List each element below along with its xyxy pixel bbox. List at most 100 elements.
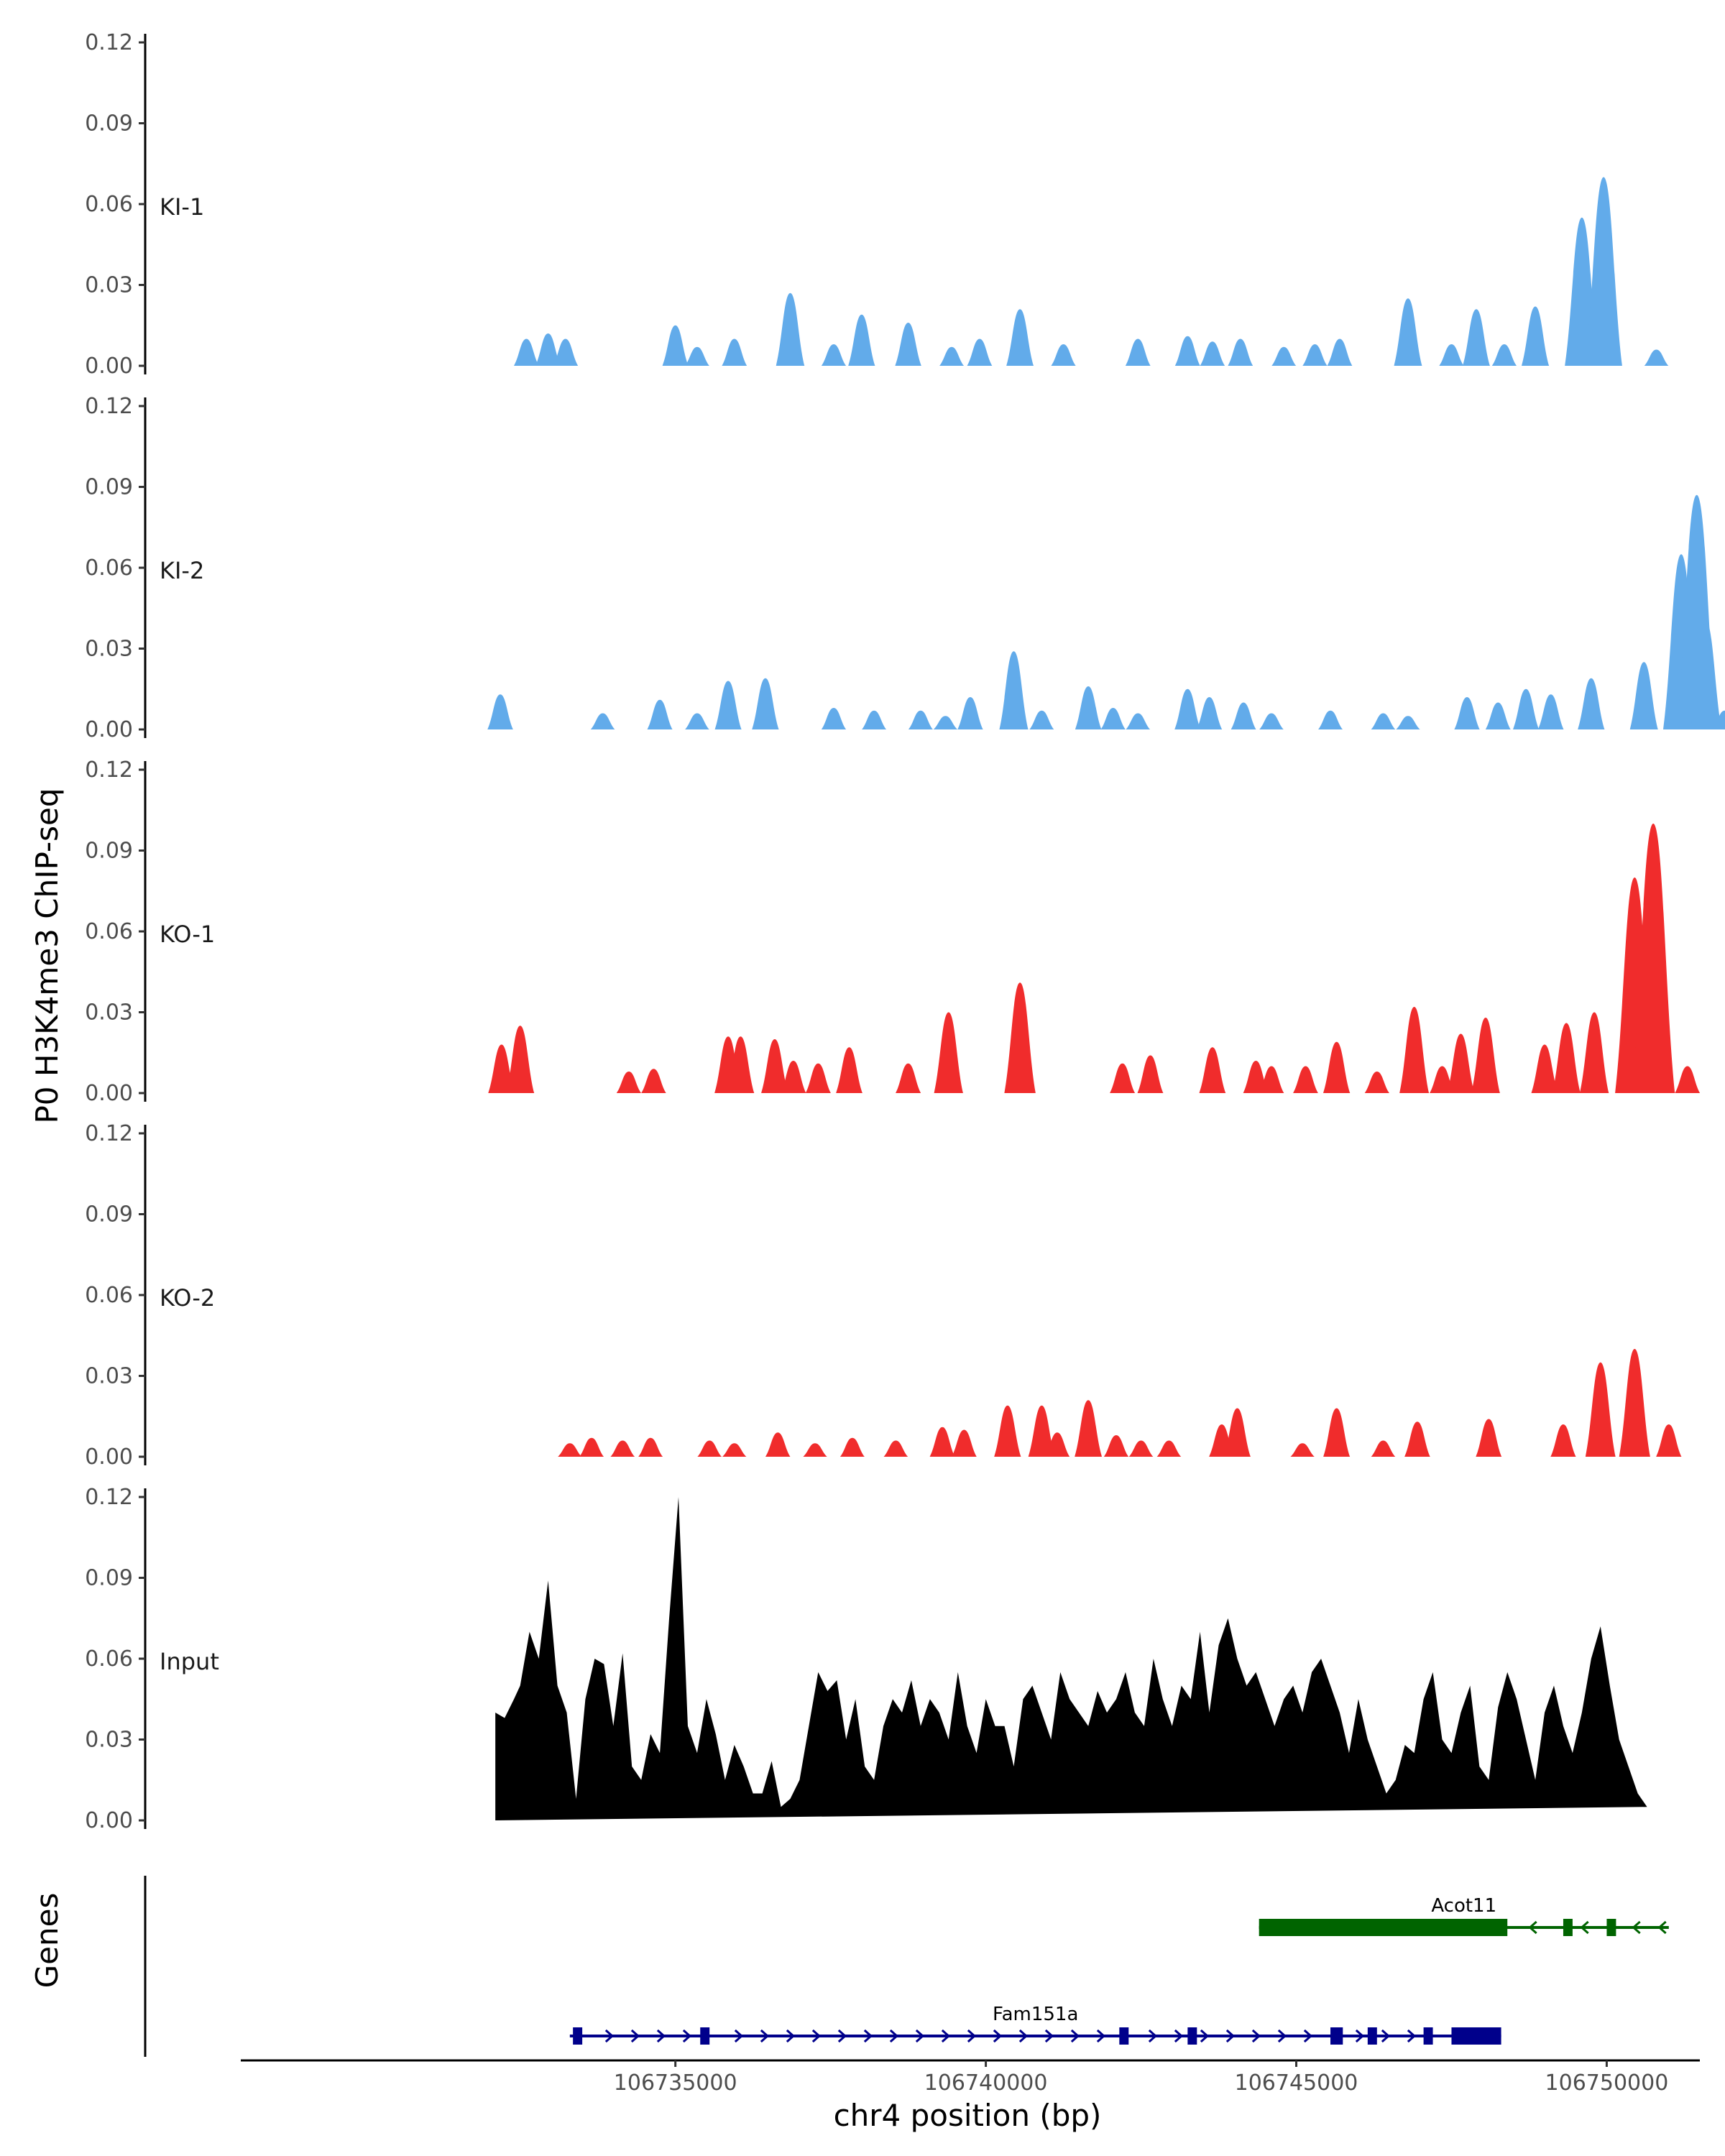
strand-chevron: [1096, 2029, 1106, 2043]
signal-peak: [805, 1063, 831, 1093]
y-tick-label: 0.03: [85, 637, 133, 662]
signal-peak: [1522, 306, 1550, 366]
strand-chevron: [1407, 2029, 1417, 2043]
signal-peak: [1578, 678, 1605, 729]
strand-chevron: [915, 2029, 925, 2043]
signal-peak: [1302, 344, 1328, 366]
gene-fam151a: Fam151a: [569, 2004, 1501, 2045]
signal-peak: [1137, 1055, 1164, 1093]
signal-peak: [638, 1437, 663, 1457]
strand-chevron: [1381, 2029, 1391, 2043]
strand-chevron: [1044, 2029, 1054, 2043]
strand-chevron: [993, 2029, 1003, 2043]
signal-peak: [1585, 177, 1622, 366]
signal-peak: [929, 1427, 955, 1457]
signal-peak: [535, 333, 561, 366]
signal-peak: [1004, 982, 1036, 1093]
y-tick-label: 0.09: [85, 111, 133, 137]
signal-peak: [590, 713, 615, 729]
signal-peak: [1259, 713, 1284, 729]
signal-peak: [1006, 309, 1034, 366]
signal-peak: [1371, 713, 1396, 729]
signal-peak: [1199, 1047, 1226, 1093]
signal-peak: [999, 651, 1029, 729]
y-tick-label: 0.06: [85, 1646, 133, 1672]
signal-peak: [1200, 341, 1225, 366]
signal-peak: [1290, 1443, 1315, 1457]
signal-peak: [821, 708, 847, 729]
y-tick-label: 0.12: [85, 30, 133, 55]
signal-peak: [1223, 1408, 1251, 1457]
track-label: Input: [160, 1648, 219, 1675]
signal-peak: [487, 694, 513, 729]
track-ki-2: 0.00 0.03 0.06 0.09 0.12 KI-2: [85, 394, 1725, 742]
strand-chevron: [1528, 1920, 1537, 1935]
gene-exon: [1563, 1919, 1573, 1936]
genes-axis-title: Genes: [29, 1893, 65, 1989]
track-ko-1: 0.00 0.03 0.06 0.09 0.12 KO-1: [85, 757, 1701, 1106]
signal-peak: [934, 1012, 963, 1093]
signal-peak: [1399, 1007, 1430, 1093]
signal-peak: [840, 1437, 865, 1457]
signal-peak: [951, 1429, 977, 1457]
signal-peak: [994, 1405, 1021, 1457]
signal-peak: [1371, 1440, 1396, 1457]
signal-peak: [1513, 688, 1540, 729]
x-axis-title: chr4 position (bp): [834, 2098, 1102, 2133]
strand-chevron: [889, 2029, 899, 2043]
track-label: KI-2: [160, 557, 204, 584]
signal-peak: [776, 292, 805, 366]
strand-chevron: [734, 2029, 744, 2043]
strand-chevron: [1225, 2029, 1236, 2043]
signal-peak: [1447, 1033, 1475, 1093]
signal-peak: [1531, 1044, 1558, 1093]
track-ki-1: 0.00 0.03 0.06 0.09 0.12 KI-1: [85, 30, 1669, 379]
strand-chevron: [1580, 1920, 1589, 1935]
signal-peak: [1537, 694, 1564, 729]
signal-peak: [1471, 1018, 1500, 1093]
signal-peak: [1619, 1349, 1650, 1457]
strand-chevron: [1303, 2029, 1313, 2043]
signal-peak: [939, 346, 965, 366]
strand-chevron: [1632, 1920, 1641, 1935]
signal-peak: [1243, 1061, 1269, 1093]
strand-chevron: [1355, 2029, 1365, 2043]
strand-chevron: [1200, 2029, 1210, 2043]
signal-peak: [579, 1437, 604, 1457]
signal-peak: [1579, 1012, 1609, 1093]
x-tick-label: 106740000: [924, 2070, 1048, 2096]
y-axis-title: P0 H3K4me3 ChIP-seq: [29, 788, 65, 1123]
signal-peak: [967, 338, 993, 366]
gene-exon: [573, 2027, 583, 2045]
strand-chevron: [941, 2029, 951, 2043]
signal-peak: [1271, 346, 1297, 366]
gene-name-label: Fam151a: [993, 2004, 1078, 2025]
signal-peak: [553, 338, 579, 366]
strand-chevron: [682, 2029, 692, 2043]
signal-peak: [1228, 338, 1254, 366]
x-axis: 106735000 106740000 106745000 106750000: [241, 2059, 1700, 2096]
signal-peak: [558, 1443, 582, 1457]
strand-chevron: [1251, 2029, 1261, 2043]
signal-peak: [1128, 1440, 1154, 1457]
signal-peak: [781, 1061, 806, 1093]
y-tick-label: 0.00: [85, 1808, 133, 1833]
signal-peak: [697, 1440, 722, 1457]
strand-chevron: [604, 2029, 615, 2043]
signal-peak: [1174, 336, 1200, 366]
strand-chevron: [1174, 2029, 1184, 2043]
gene-body: [1259, 1919, 1508, 1936]
signal-peak: [1196, 697, 1223, 729]
signal-peak: [1585, 1362, 1616, 1457]
signal-peak: [1125, 338, 1151, 366]
signal-peak: [1476, 1419, 1502, 1457]
y-tick-label: 0.03: [85, 1000, 133, 1026]
y-tick-label: 0.09: [85, 1566, 133, 1591]
y-tick-label: 0.12: [85, 394, 133, 419]
signal-peak: [513, 338, 539, 366]
gene-exon: [1330, 2027, 1343, 2045]
signal-peak: [896, 1063, 921, 1093]
signal-peak: [1327, 338, 1353, 366]
track-ko-2: 0.00 0.03 0.06 0.09 0.12 KO-2: [85, 1121, 1682, 1470]
